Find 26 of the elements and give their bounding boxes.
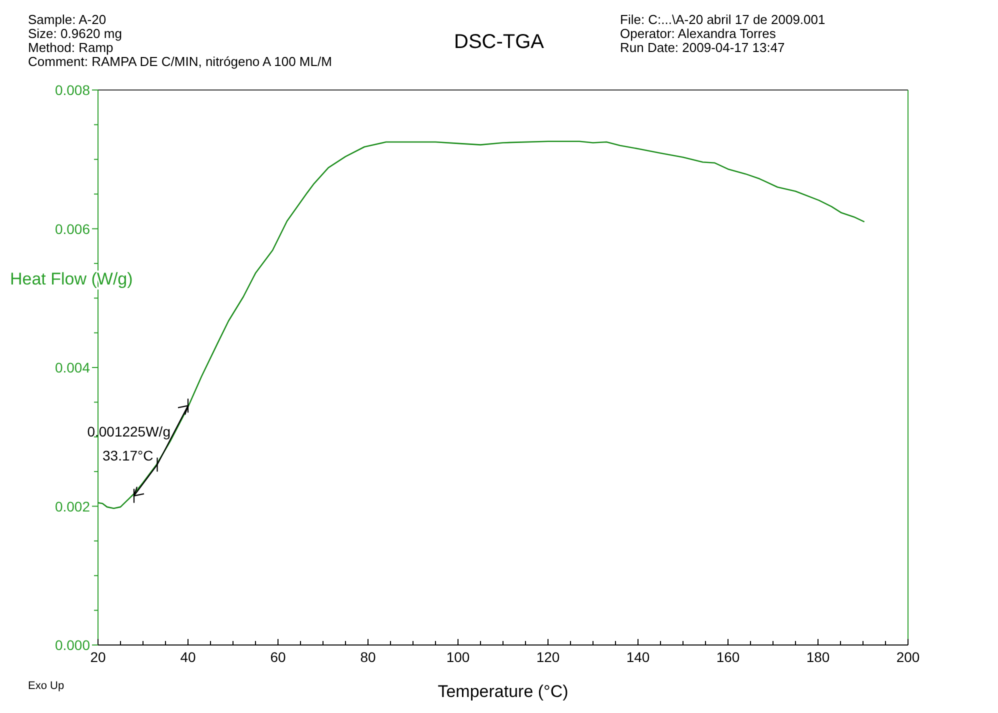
text: Comment: RAMPA DE C/MIN, nitrógeno A 100 ML/M (28, 54, 332, 69)
chart-title: DSC-TGA (454, 31, 545, 53)
text: Run Date: 2009-04-17 13:47 (620, 40, 785, 55)
x-tick-label: 20 (90, 649, 106, 665)
text: Operator: Alexandra Torres (620, 26, 776, 41)
annotation: 33.17°C (102, 448, 154, 464)
x-tick-label: 160 (716, 649, 740, 665)
x-tick-label: 100 (446, 649, 470, 665)
text: Method: Ramp (28, 40, 114, 55)
text: File: C:...\A-20 abril 17 de 2009.001 (620, 12, 826, 27)
y-tick-label: 0.000 (54, 637, 90, 653)
text: Size: 0.9620 mg (28, 26, 122, 41)
x-tick-label: 80 (360, 649, 376, 665)
x-axis-title: Temperature (°C) (438, 682, 568, 701)
x-tick-label: 40 (180, 649, 196, 665)
text: Exo Up (28, 680, 64, 692)
x-tick-label: 200 (896, 649, 920, 665)
y-tick-label: 0.002 (54, 498, 90, 514)
x-tick-label: 120 (536, 649, 560, 665)
y-tick-label: 0.006 (54, 220, 90, 237)
x-tick-label: 60 (270, 649, 286, 665)
x-tick-label: 140 (626, 649, 650, 665)
y-tick-label: 0.008 (54, 82, 90, 98)
x-tick-label: 180 (806, 649, 830, 665)
text: Sample: A-20 (28, 12, 106, 27)
y-tick-label: 0.004 (54, 360, 90, 376)
